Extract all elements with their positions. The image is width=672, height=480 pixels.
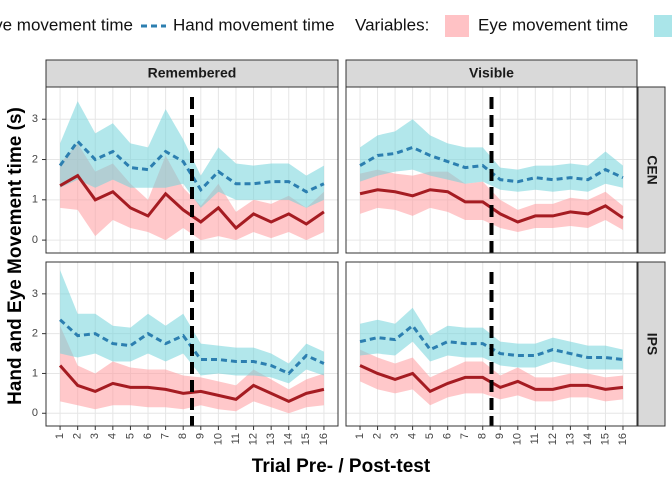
y-tick-label: 0: [32, 407, 38, 419]
y-tick-label: 3: [32, 288, 38, 300]
facet-strip: [345, 59, 638, 88]
y-tick-label: 1: [32, 367, 38, 379]
x-tick-label: 4: [407, 433, 419, 439]
x-tick-label: 2: [371, 433, 383, 439]
x-tick-label: 15: [300, 433, 312, 445]
legend-swatch: [654, 15, 672, 37]
panel-border: [345, 86, 638, 254]
x-axis-label: Trial Pre- / Post-test: [252, 456, 431, 477]
panel-border: [45, 261, 339, 427]
facet-label: IPS: [644, 333, 660, 356]
y-tick-label: 1: [32, 194, 38, 206]
legend-label: Eye movement time: [0, 15, 133, 34]
x-tick-label: 5: [424, 433, 436, 439]
x-tick-label: 15: [599, 433, 611, 445]
x-tick-label: 9: [494, 433, 506, 439]
x-tick-label: 3: [389, 433, 401, 439]
x-tick-label: 16: [318, 433, 330, 445]
x-tick-label: 6: [142, 433, 154, 439]
ribbon: [360, 119, 623, 192]
x-tick-label: 1: [354, 433, 366, 439]
y-axis-label: Hand and Eye Movement time (s): [5, 107, 26, 405]
x-tick-label: 16: [617, 433, 629, 445]
y-tick-label: 0: [32, 234, 38, 246]
x-tick-label: 4: [107, 433, 119, 439]
x-tick-label: 12: [247, 433, 259, 445]
x-tick-label: 11: [230, 433, 242, 444]
y-tick-label: 2: [32, 153, 38, 165]
x-tick-label: 12: [547, 433, 559, 445]
x-tick-label: 6: [442, 433, 454, 439]
y-tick-label: 2: [32, 328, 38, 340]
facet-label: CEN: [644, 155, 660, 185]
y-tick-label: 3: [32, 113, 38, 125]
line: [58, 139, 325, 194]
ribbon: [60, 269, 324, 384]
x-tick-label: 11: [529, 433, 541, 444]
x-tick-label: 8: [477, 433, 489, 439]
x-tick-label: 5: [124, 433, 136, 439]
ribbon: [60, 101, 324, 208]
line: [58, 364, 325, 403]
facet-strip: [637, 261, 666, 427]
x-tick-label: 10: [212, 433, 224, 445]
x-tick-label: 14: [582, 433, 594, 445]
legend-swatch: [445, 15, 469, 37]
ribbon: [60, 325, 324, 414]
x-tick-label: 8: [177, 433, 189, 439]
legend-title: Variables:: [355, 15, 429, 34]
x-tick-label: 2: [72, 433, 84, 439]
panel-border: [45, 86, 339, 254]
ribbon: [360, 307, 623, 370]
x-tick-label: 14: [283, 433, 295, 445]
x-tick-label: 10: [512, 433, 524, 445]
facet-label: Remembered: [148, 65, 237, 81]
x-tick-label: 9: [195, 433, 207, 439]
facet-label: Visible: [469, 65, 514, 81]
x-tick-label: 7: [459, 433, 471, 439]
legend-label: Hand movement time: [173, 15, 335, 34]
ribbon: [360, 349, 623, 406]
x-tick-label: 3: [89, 433, 101, 439]
x-tick-label: 13: [265, 433, 277, 445]
x-tick-label: 13: [564, 433, 576, 445]
x-tick-label: 7: [160, 433, 172, 439]
x-tick-label: 1: [54, 433, 66, 439]
panel-border: [345, 261, 638, 427]
legend-label: Eye movement time: [478, 15, 628, 34]
facet-strip: [637, 86, 666, 254]
